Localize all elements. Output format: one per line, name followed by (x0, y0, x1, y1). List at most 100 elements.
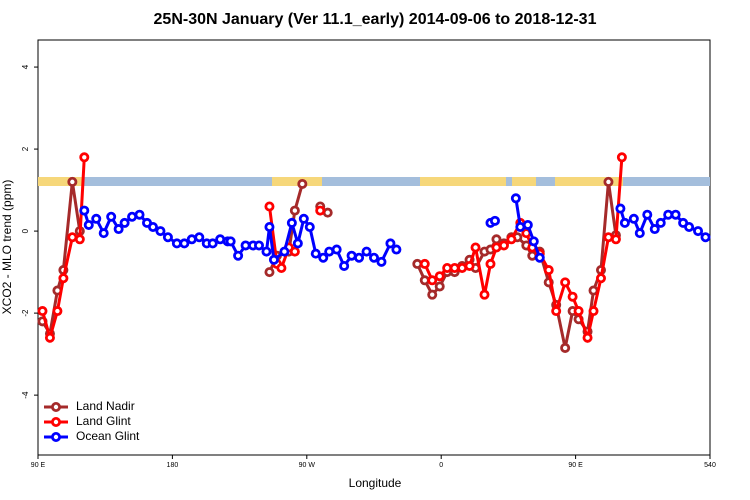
x-tick-label: 90 E (568, 462, 583, 469)
data-point (155, 226, 166, 237)
data-point (261, 246, 272, 257)
data-point (560, 342, 571, 353)
plot-frame (37, 39, 711, 456)
data-point (434, 271, 445, 282)
data-point (225, 236, 236, 247)
legend-swatch-point (51, 416, 62, 427)
data-point (194, 232, 205, 243)
data-point (700, 232, 711, 243)
data-point (79, 205, 90, 216)
ocean-band (38, 177, 710, 186)
land-band (555, 177, 623, 186)
data-point (91, 213, 102, 224)
data-point (543, 265, 554, 276)
series (37, 176, 621, 353)
data-point (485, 258, 496, 269)
data-point (419, 258, 430, 269)
y-tick-label: 2 (21, 146, 30, 151)
data-point (567, 291, 578, 302)
y-tick-label: -2 (21, 309, 30, 317)
data-point (479, 289, 490, 300)
data-point (276, 263, 287, 274)
data-point (83, 219, 94, 230)
data-point (491, 234, 502, 245)
data-point (98, 228, 109, 239)
data-point (634, 228, 645, 239)
data-point (37, 306, 48, 317)
data-point (427, 289, 438, 300)
data-point (162, 232, 173, 243)
data-point (506, 234, 517, 245)
data-point (279, 246, 290, 257)
x-tick-label: 0 (439, 462, 443, 469)
x-tick-label: 540 (704, 462, 716, 469)
data-point (534, 252, 545, 263)
data-point (318, 252, 329, 263)
data-point (610, 234, 621, 245)
y-tick-label: -4 (21, 391, 30, 399)
data-point (628, 213, 639, 224)
data-point (619, 217, 630, 228)
legend-label: Land Nadir (76, 399, 135, 413)
data-point (551, 306, 562, 317)
data-point (289, 246, 300, 257)
data-point (361, 246, 372, 257)
data-point (289, 205, 300, 216)
data-point (134, 209, 145, 220)
series (79, 193, 711, 271)
data-point (464, 260, 475, 271)
data-point (615, 203, 626, 214)
data-point (233, 250, 244, 261)
data-point (670, 209, 681, 220)
data-point (286, 217, 297, 228)
x-tick-label: 180 (167, 462, 179, 469)
data-point (522, 219, 533, 230)
data-point (331, 244, 342, 255)
legend-label: Ocean Glint (76, 429, 140, 443)
data-point (649, 224, 660, 235)
data-point (44, 332, 55, 343)
land-band (272, 177, 322, 186)
data-point (489, 215, 500, 226)
land-band (512, 177, 536, 186)
data-point (391, 244, 402, 255)
land-band (420, 177, 506, 186)
data-point (52, 306, 63, 317)
data-point (434, 281, 445, 292)
land-band (38, 177, 84, 186)
y-tick-label: 0 (21, 228, 30, 233)
data-point (354, 252, 365, 263)
data-point (79, 152, 90, 163)
data-point (642, 209, 653, 220)
data-point (684, 221, 695, 232)
land-ocean-band (38, 177, 710, 186)
data-point (113, 224, 124, 235)
data-point (292, 238, 303, 249)
data-point (339, 260, 350, 271)
data-point (179, 238, 190, 249)
data-point (67, 176, 78, 187)
data-point (264, 201, 275, 212)
data-point (264, 221, 275, 232)
data-point (588, 285, 599, 296)
data-point (470, 242, 481, 253)
data-point (385, 238, 396, 249)
legend-swatch-point (51, 401, 62, 412)
data-point (655, 217, 666, 228)
data-point (298, 213, 309, 224)
data-point (616, 152, 627, 163)
x-tick-label: 90 W (299, 462, 316, 469)
data-point (304, 221, 315, 232)
data-point (510, 193, 521, 204)
data-point (207, 238, 218, 249)
data-point (573, 306, 584, 317)
x-tick-label: 90 E (31, 462, 46, 469)
data-point (603, 176, 614, 187)
y-axis-label: XCO2 - MLO trend (ppm) (0, 180, 14, 315)
y-tick-label: 4 (21, 64, 30, 69)
data-point (268, 254, 279, 265)
data-point (693, 226, 704, 237)
data-point (582, 332, 593, 343)
